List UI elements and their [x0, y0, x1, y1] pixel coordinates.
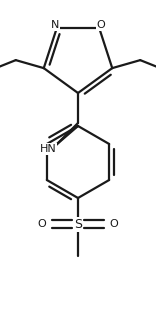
Text: O: O: [97, 20, 106, 30]
Text: S: S: [74, 217, 82, 230]
Text: HN: HN: [40, 144, 56, 154]
Text: N: N: [51, 20, 59, 30]
Text: O: O: [38, 219, 46, 229]
Text: O: O: [110, 219, 118, 229]
